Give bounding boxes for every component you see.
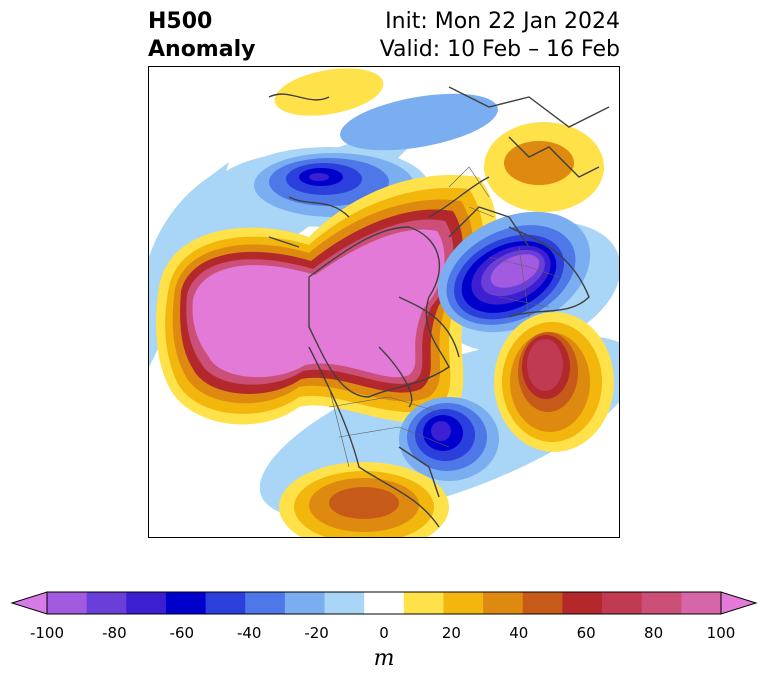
colorbar-swatch [364,592,405,614]
colorbar-swatch [483,592,524,614]
map-canvas [149,68,619,537]
colorbar-swatch [86,592,127,614]
colorbar-swatch [284,592,326,614]
europe-trough [437,211,591,333]
colorbar-swatch [47,592,88,614]
init-date: Init: Mon 22 Jan 2024 [385,9,620,34]
colorbar-swatch [522,592,563,614]
colorbar-frame [46,591,722,615]
colorbar-swatch [324,592,365,614]
title-variable: H500 [148,9,213,34]
colorbar-swatch [562,592,603,614]
colorbar-swatch [403,592,444,614]
polar-ridge [156,175,498,425]
scandinavia-ridge [484,122,604,212]
anomaly-map [148,66,620,538]
positive-top [274,68,384,116]
colorbar-swatch [245,592,286,614]
colorbar-tick-label: -40 [236,624,262,642]
colorbar-tick-label: 60 [576,624,596,642]
colorbar-extend-low [10,591,48,615]
colorbar-tick-label: 40 [509,624,529,642]
colorbar-tick-label: 100 [706,624,736,642]
title-type: Anomaly [148,37,256,62]
colorbar-swatch [126,592,167,614]
colorbar-tick-label: -100 [29,624,65,642]
colorbar-swatch [681,592,722,614]
colorbar-swatch [443,592,484,614]
east-us-trough [399,397,499,481]
colorbar-swatch [205,592,246,614]
atlantic-ridge [494,312,614,452]
map-title: H500 Anomaly [148,8,255,64]
colorbar-tick-label: 20 [441,624,461,642]
borders [328,166,560,468]
colorbar-tick-label: 80 [644,624,664,642]
colorbar-unit: m [373,646,395,671]
colorbar-tick-label: 0 [379,624,389,642]
map-dates: Init: Mon 22 Jan 2024 Valid: 10 Feb – 16… [380,8,620,64]
mexico-ridge [279,462,449,537]
north-trough [229,93,498,227]
colorbar-swatch [165,592,207,614]
colorbar-tick-label: -60 [169,624,195,642]
colorbar-tick-label: -20 [304,624,329,642]
valid-dates: Valid: 10 Feb – 16 Feb [379,37,620,62]
colorbar [10,591,758,615]
colorbar-swatch [602,592,643,614]
colorbar-extend-high [720,591,758,615]
colorbar-swatch [641,592,682,614]
colorbar-tick-label: -80 [102,624,127,642]
coastlines [268,86,610,528]
